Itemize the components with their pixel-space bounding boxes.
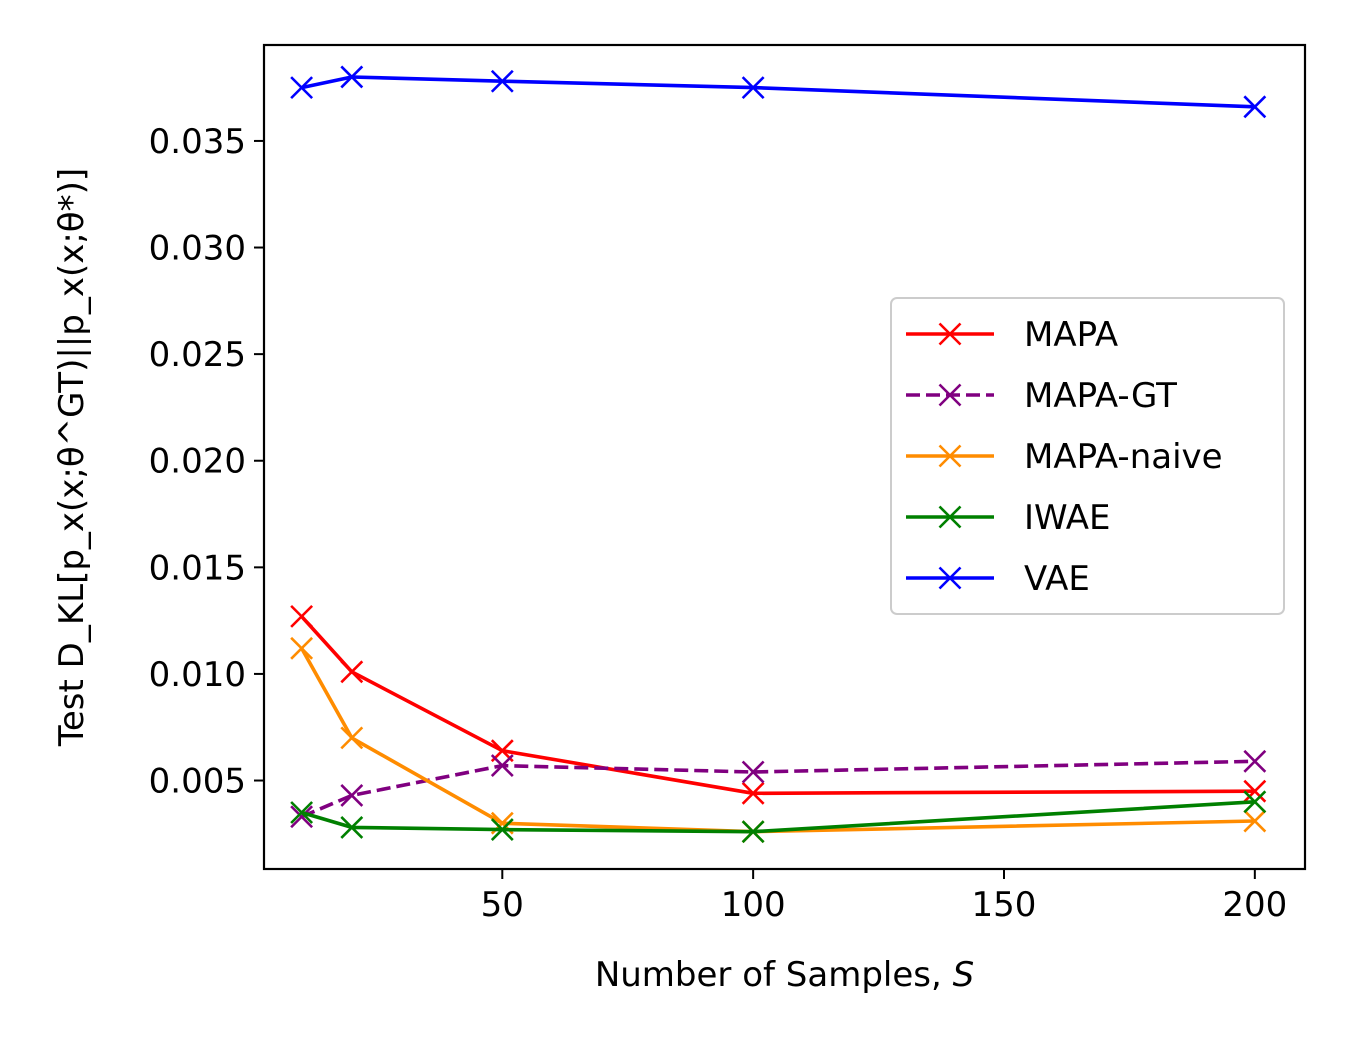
legend-item-iwae: IWAE bbox=[906, 498, 1111, 538]
legend-item-mapa-gt: MAPA-GT bbox=[906, 376, 1177, 416]
legend-frame bbox=[890, 297, 1285, 615]
x-axis-label: Number of Samples, S bbox=[595, 955, 974, 995]
series-line-iwae bbox=[301, 800, 1255, 834]
data-point-mapa-gt bbox=[741, 760, 765, 784]
series-mapa-gt bbox=[290, 749, 1267, 829]
data-point-vae bbox=[290, 76, 314, 100]
series-line-vae bbox=[301, 75, 1255, 109]
y-ticks: 0.005 0.010 0.015 0.020 0.025 0.030 0.035 bbox=[149, 122, 264, 802]
x-tick-label: 150 bbox=[972, 885, 1037, 925]
legend-item-mapa: MAPA bbox=[906, 315, 1118, 355]
data-point-vae bbox=[490, 69, 514, 93]
data-point-mapa-gt bbox=[290, 805, 314, 829]
data-point-iwae bbox=[1243, 790, 1267, 814]
y-axis-label: Test D_KL[p_x(x;θ^GT)||p_x(x;θ*)] bbox=[52, 168, 92, 747]
legend-item-mapa-naive: MAPA-naive bbox=[906, 437, 1223, 477]
data-point-mapa-naive bbox=[340, 726, 364, 750]
legend-marker bbox=[938, 383, 962, 407]
data-point-mapa-naive bbox=[290, 636, 314, 660]
axes-frame bbox=[262, 43, 1307, 871]
data-point-vae bbox=[1243, 95, 1267, 119]
data-point-mapa bbox=[741, 781, 765, 805]
legend-label: MAPA bbox=[1024, 315, 1118, 355]
data-point-mapa-gt bbox=[1243, 749, 1267, 773]
x-tick-label: 50 bbox=[481, 885, 524, 925]
data-point-iwae bbox=[490, 818, 514, 841]
legend-items: MAPA MAPA-GT MAPA-naive IWAE VAE bbox=[906, 315, 1223, 599]
data-point-mapa-gt bbox=[340, 784, 364, 807]
series-line-mapa bbox=[300, 615, 1255, 796]
legend-marker bbox=[938, 322, 962, 346]
legend-label: MAPA-GT bbox=[1024, 376, 1177, 416]
series-iwae bbox=[290, 790, 1267, 844]
data-point-iwae bbox=[741, 820, 765, 844]
legend-label: VAE bbox=[1024, 559, 1090, 599]
data-point-vae bbox=[340, 65, 364, 89]
data-point-mapa-naive bbox=[1243, 809, 1267, 833]
legend-label: MAPA-naive bbox=[1024, 437, 1223, 477]
legend-item-vae: VAE bbox=[906, 559, 1090, 599]
series-mapa bbox=[290, 604, 1267, 805]
data-point-iwae bbox=[340, 816, 364, 839]
y-tick-label: 0.015 bbox=[149, 548, 246, 588]
series-layer bbox=[290, 65, 1267, 844]
data-point-mapa-gt bbox=[490, 754, 514, 778]
data-point-iwae bbox=[290, 801, 314, 824]
x-axis-label-var: S bbox=[953, 955, 975, 995]
data-point-vae bbox=[741, 76, 765, 100]
legend-marker bbox=[938, 566, 962, 590]
y-tick-label: 0.020 bbox=[149, 442, 246, 482]
series-vae bbox=[290, 65, 1267, 119]
legend: MAPA MAPA-GT MAPA-naive IWAE VAE bbox=[890, 297, 1285, 615]
data-point-mapa bbox=[1243, 779, 1267, 803]
y-tick-label: 0.035 bbox=[149, 122, 246, 162]
legend-marker bbox=[938, 444, 962, 468]
y-tick-label: 0.030 bbox=[149, 229, 246, 269]
data-point-mapa bbox=[340, 660, 364, 684]
x-tick-label: 100 bbox=[721, 885, 786, 925]
x-ticks: 50 100 150 200 bbox=[481, 869, 1287, 925]
series-line-mapa-naive bbox=[300, 647, 1255, 834]
data-point-mapa bbox=[290, 604, 314, 628]
legend-label: IWAE bbox=[1024, 498, 1111, 538]
x-axis-label-text: Number of Samples, bbox=[595, 955, 953, 995]
y-tick-label: 0.005 bbox=[149, 762, 246, 802]
legend-marker bbox=[938, 505, 962, 529]
x-tick-label: 200 bbox=[1222, 885, 1287, 925]
y-tick-label: 0.025 bbox=[149, 335, 246, 375]
y-tick-label: 0.010 bbox=[149, 655, 246, 695]
